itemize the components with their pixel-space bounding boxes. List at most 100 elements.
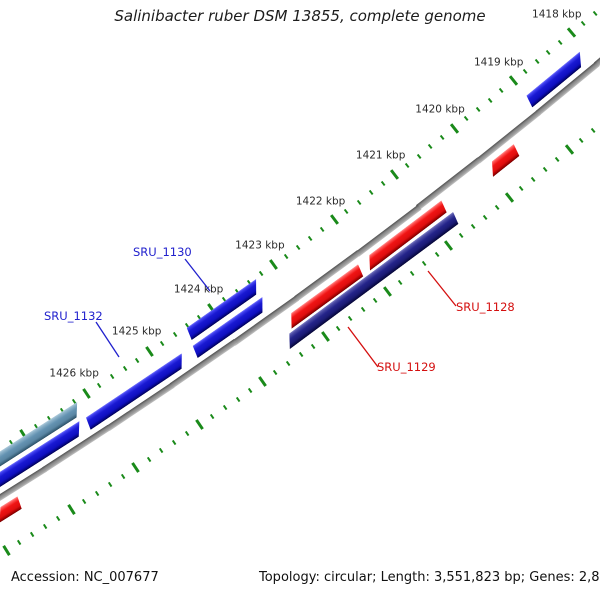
minor-tick-mark bbox=[534, 59, 539, 65]
minor-tick-mark bbox=[458, 233, 464, 239]
minor-tick-mark bbox=[273, 370, 278, 375]
minor-tick-mark bbox=[404, 162, 409, 168]
minor-tick-mark bbox=[372, 298, 378, 303]
minor-tick-mark bbox=[360, 307, 365, 313]
minor-tick-mark bbox=[159, 448, 164, 454]
minor-tick-mark bbox=[184, 431, 189, 437]
minor-tick-mark bbox=[522, 68, 528, 74]
major-tick-mark bbox=[449, 122, 459, 134]
gene-arrow-SRU_1129[interactable] bbox=[282, 212, 461, 349]
minor-tick-mark bbox=[368, 190, 373, 196]
minor-tick-mark bbox=[409, 270, 415, 276]
minor-tick-mark bbox=[56, 515, 61, 521]
minor-tick-mark bbox=[579, 137, 584, 143]
major-tick-mark bbox=[390, 169, 400, 180]
minor-tick-mark bbox=[499, 87, 504, 93]
minor-tick-mark bbox=[470, 223, 476, 229]
minor-tick-mark bbox=[495, 205, 500, 210]
minor-tick-mark bbox=[483, 214, 488, 220]
minor-tick-mark bbox=[416, 153, 421, 159]
minor-tick-mark bbox=[380, 181, 385, 186]
minor-tick-mark bbox=[30, 531, 35, 537]
minor-tick-mark bbox=[285, 361, 291, 367]
genome-backbone bbox=[416, 158, 482, 211]
ruler-label: 1419 kbp bbox=[473, 56, 524, 69]
major-tick-mark bbox=[67, 504, 76, 515]
gene-label[interactable]: SRU_1130 bbox=[133, 245, 192, 259]
ruler-label: 1422 kbp bbox=[295, 194, 346, 207]
major-tick-mark bbox=[82, 387, 92, 399]
minor-tick-mark bbox=[295, 244, 300, 250]
minor-tick-mark bbox=[120, 473, 125, 479]
minor-tick-mark bbox=[172, 331, 177, 337]
minor-tick-mark bbox=[172, 439, 177, 445]
gene-arrow-SRU_1132[interactable] bbox=[84, 353, 190, 430]
minor-tick-mark bbox=[543, 166, 548, 172]
major-tick-mark bbox=[444, 239, 454, 251]
minor-tick-mark bbox=[519, 185, 524, 191]
minor-tick-mark bbox=[348, 316, 353, 322]
minor-tick-mark bbox=[531, 176, 536, 182]
major-tick-mark bbox=[258, 375, 268, 387]
minor-tick-mark bbox=[546, 49, 551, 55]
major-tick-mark bbox=[329, 214, 339, 226]
minor-tick-mark bbox=[356, 199, 361, 205]
minor-tick-mark bbox=[159, 340, 165, 346]
minor-tick-mark bbox=[107, 482, 113, 487]
minor-tick-mark bbox=[590, 128, 596, 133]
minor-tick-mark bbox=[434, 251, 439, 257]
gene-label[interactable]: SRU_1128 bbox=[456, 300, 515, 314]
ruler-label: 1426 kbp bbox=[49, 367, 99, 380]
major-tick-mark bbox=[508, 75, 518, 86]
gene-label[interactable]: SRU_1132 bbox=[44, 309, 103, 323]
minor-tick-mark bbox=[122, 365, 127, 371]
major-tick-mark bbox=[382, 286, 392, 297]
major-tick-mark bbox=[145, 345, 154, 357]
minor-tick-mark bbox=[422, 261, 427, 267]
minor-tick-mark bbox=[109, 374, 115, 380]
minor-tick-mark bbox=[428, 144, 433, 150]
minor-tick-mark bbox=[335, 325, 341, 331]
minor-tick-mark bbox=[487, 97, 492, 103]
ruler-label: 1424 kbp bbox=[173, 282, 224, 295]
major-tick-mark bbox=[268, 259, 278, 270]
major-tick-mark bbox=[564, 144, 574, 156]
accession-text: Accession: NC_007677 bbox=[11, 570, 159, 585]
minor-tick-mark bbox=[320, 226, 325, 232]
minor-tick-mark bbox=[43, 523, 48, 529]
minor-tick-mark bbox=[258, 271, 264, 276]
minor-tick-mark bbox=[222, 405, 228, 411]
major-tick-mark bbox=[131, 462, 141, 474]
minor-tick-mark bbox=[210, 413, 215, 419]
ruler-label: 1423 kbp bbox=[235, 239, 285, 252]
minor-tick-mark bbox=[397, 279, 402, 285]
map-title: Salinibacter ruber DSM 13855, complete g… bbox=[114, 7, 486, 25]
major-tick-mark bbox=[2, 544, 11, 556]
ruler-label: 1418 kbp bbox=[532, 8, 582, 21]
minor-tick-mark bbox=[134, 357, 140, 363]
minor-tick-mark bbox=[298, 352, 303, 358]
minor-tick-mark bbox=[17, 539, 22, 545]
gene-arrow[interactable] bbox=[0, 497, 25, 523]
minor-tick-mark bbox=[475, 106, 481, 112]
major-tick-mark bbox=[321, 331, 330, 343]
minor-tick-mark bbox=[82, 498, 87, 504]
minor-tick-mark bbox=[248, 387, 253, 393]
minor-tick-mark bbox=[557, 40, 563, 45]
major-tick-mark bbox=[504, 192, 514, 204]
minor-tick-mark bbox=[310, 343, 316, 349]
minor-tick-mark bbox=[283, 253, 288, 259]
minor-tick-mark bbox=[146, 456, 151, 462]
ruler-label: 1425 kbp bbox=[111, 325, 162, 338]
topology-text: Topology: circular; Length: 3,551,823 bp… bbox=[259, 570, 600, 585]
ruler-label: 1421 kbp bbox=[355, 149, 406, 162]
major-tick-mark bbox=[195, 419, 204, 431]
gene-label[interactable]: SRU_1129 bbox=[377, 360, 436, 374]
minor-tick-mark bbox=[344, 208, 349, 214]
minor-tick-mark bbox=[463, 116, 469, 122]
minor-tick-mark bbox=[235, 396, 240, 402]
ruler-label: 1420 kbp bbox=[415, 103, 465, 116]
minor-tick-mark bbox=[440, 134, 445, 140]
